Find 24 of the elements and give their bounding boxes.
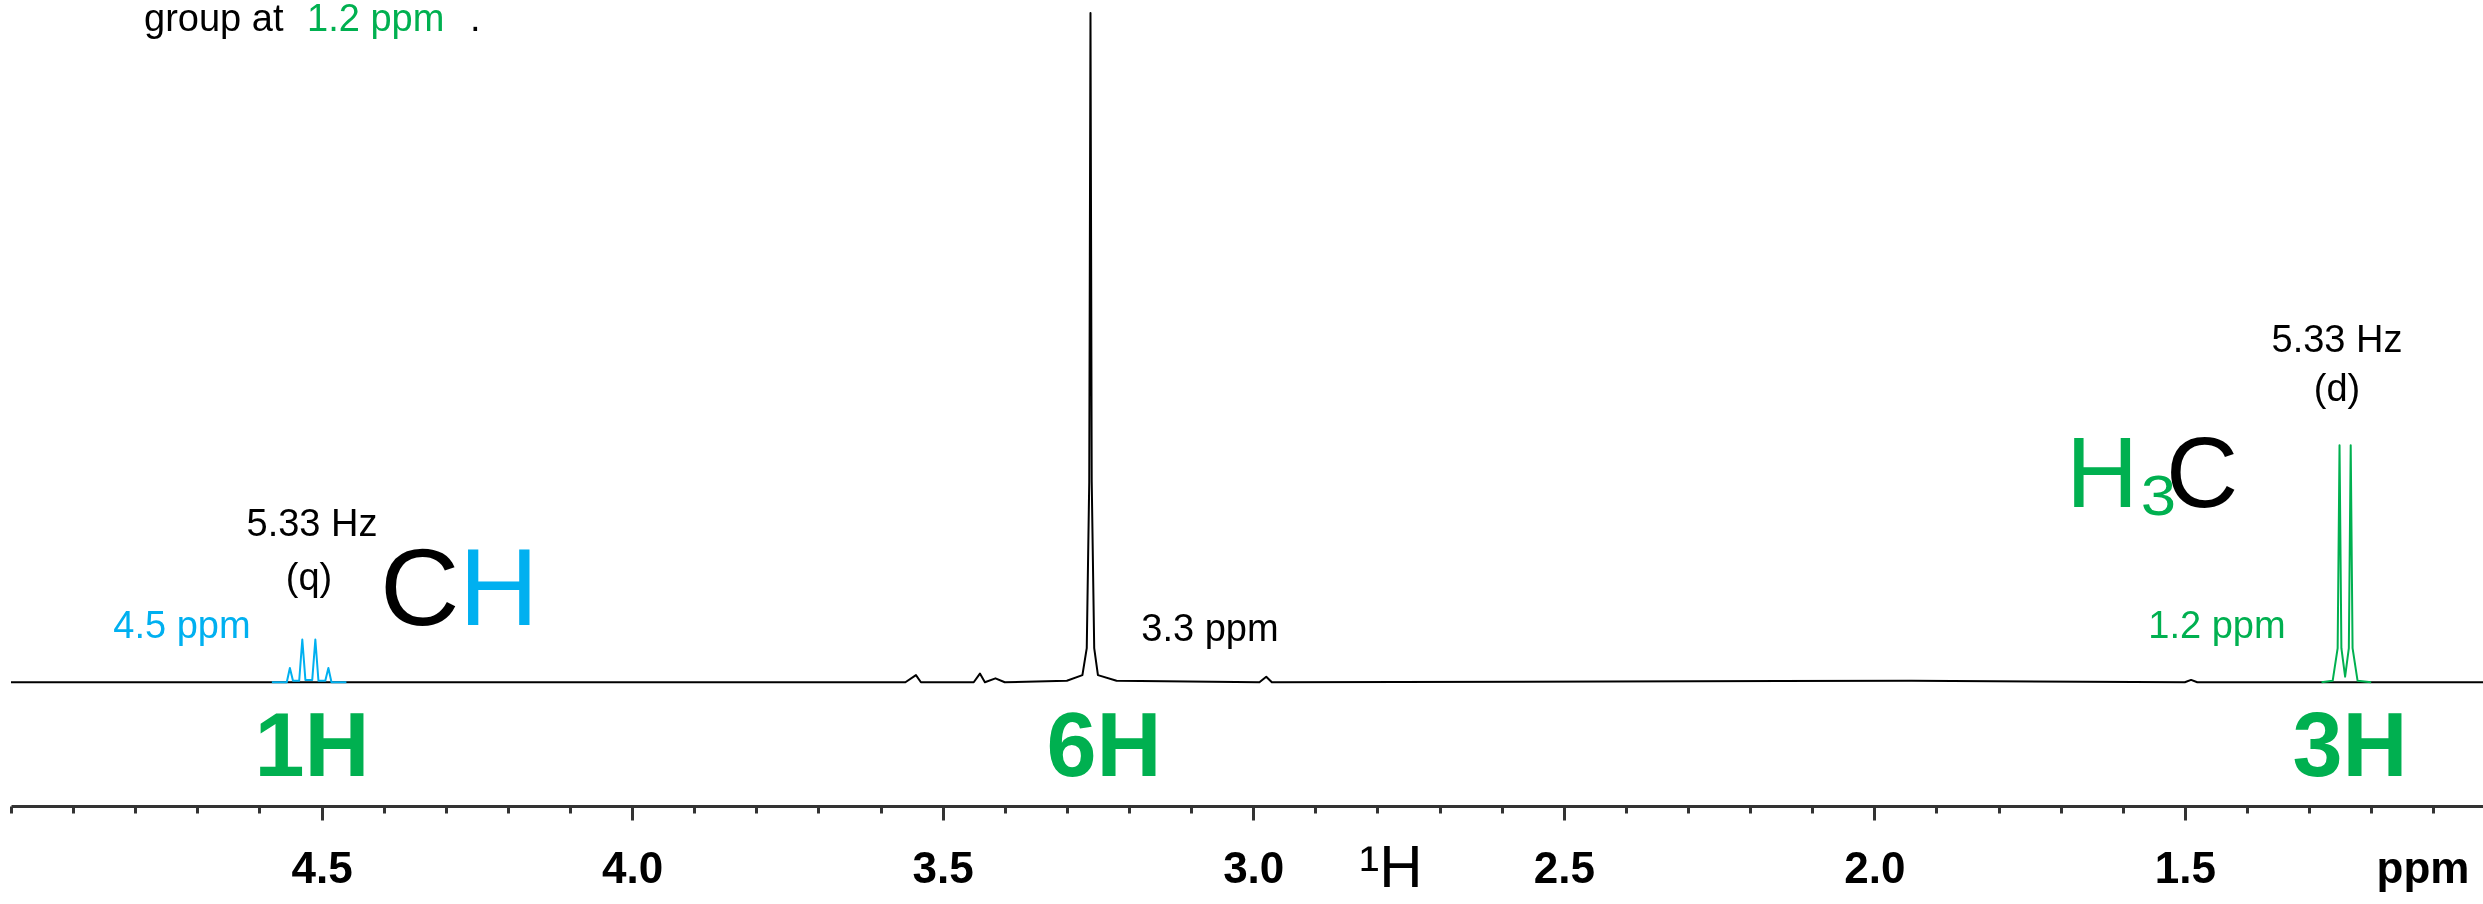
annotation: 6H	[1046, 695, 1162, 795]
annotation: 5.33 Hz	[246, 502, 378, 544]
x-tick-label: 3.0	[1223, 842, 1285, 892]
annotation: H	[459, 525, 539, 648]
annotation: 3.3 ppm	[1141, 607, 1279, 649]
annotation: 4.5 ppm	[113, 604, 251, 646]
annotation: .	[470, 0, 481, 39]
text: ¹H	[1359, 833, 1423, 900]
annotation: C	[380, 525, 460, 648]
x-tick-label: 1.5	[2154, 842, 2216, 892]
annotation: (q)	[285, 556, 333, 598]
x-axis-title: ppm	[2376, 842, 2470, 892]
annotation: 5.33 Hz	[2271, 318, 2403, 360]
annotation: 1H	[254, 695, 370, 795]
annotation: group at	[144, 0, 284, 39]
x-tick-label: 4.0	[602, 842, 664, 892]
x-tick-label: 2.5	[1533, 842, 1595, 892]
annotation: 3H	[2292, 695, 2408, 795]
annotation: 1.2 ppm	[2148, 604, 2286, 646]
x-tick-label: 4.5	[291, 842, 353, 892]
x-tick-label: 2.0	[1844, 842, 1906, 892]
x-tick-label: 3.5	[912, 842, 974, 892]
annotation: (d)	[2313, 367, 2361, 409]
annotation: 1.2 ppm	[307, 0, 445, 39]
